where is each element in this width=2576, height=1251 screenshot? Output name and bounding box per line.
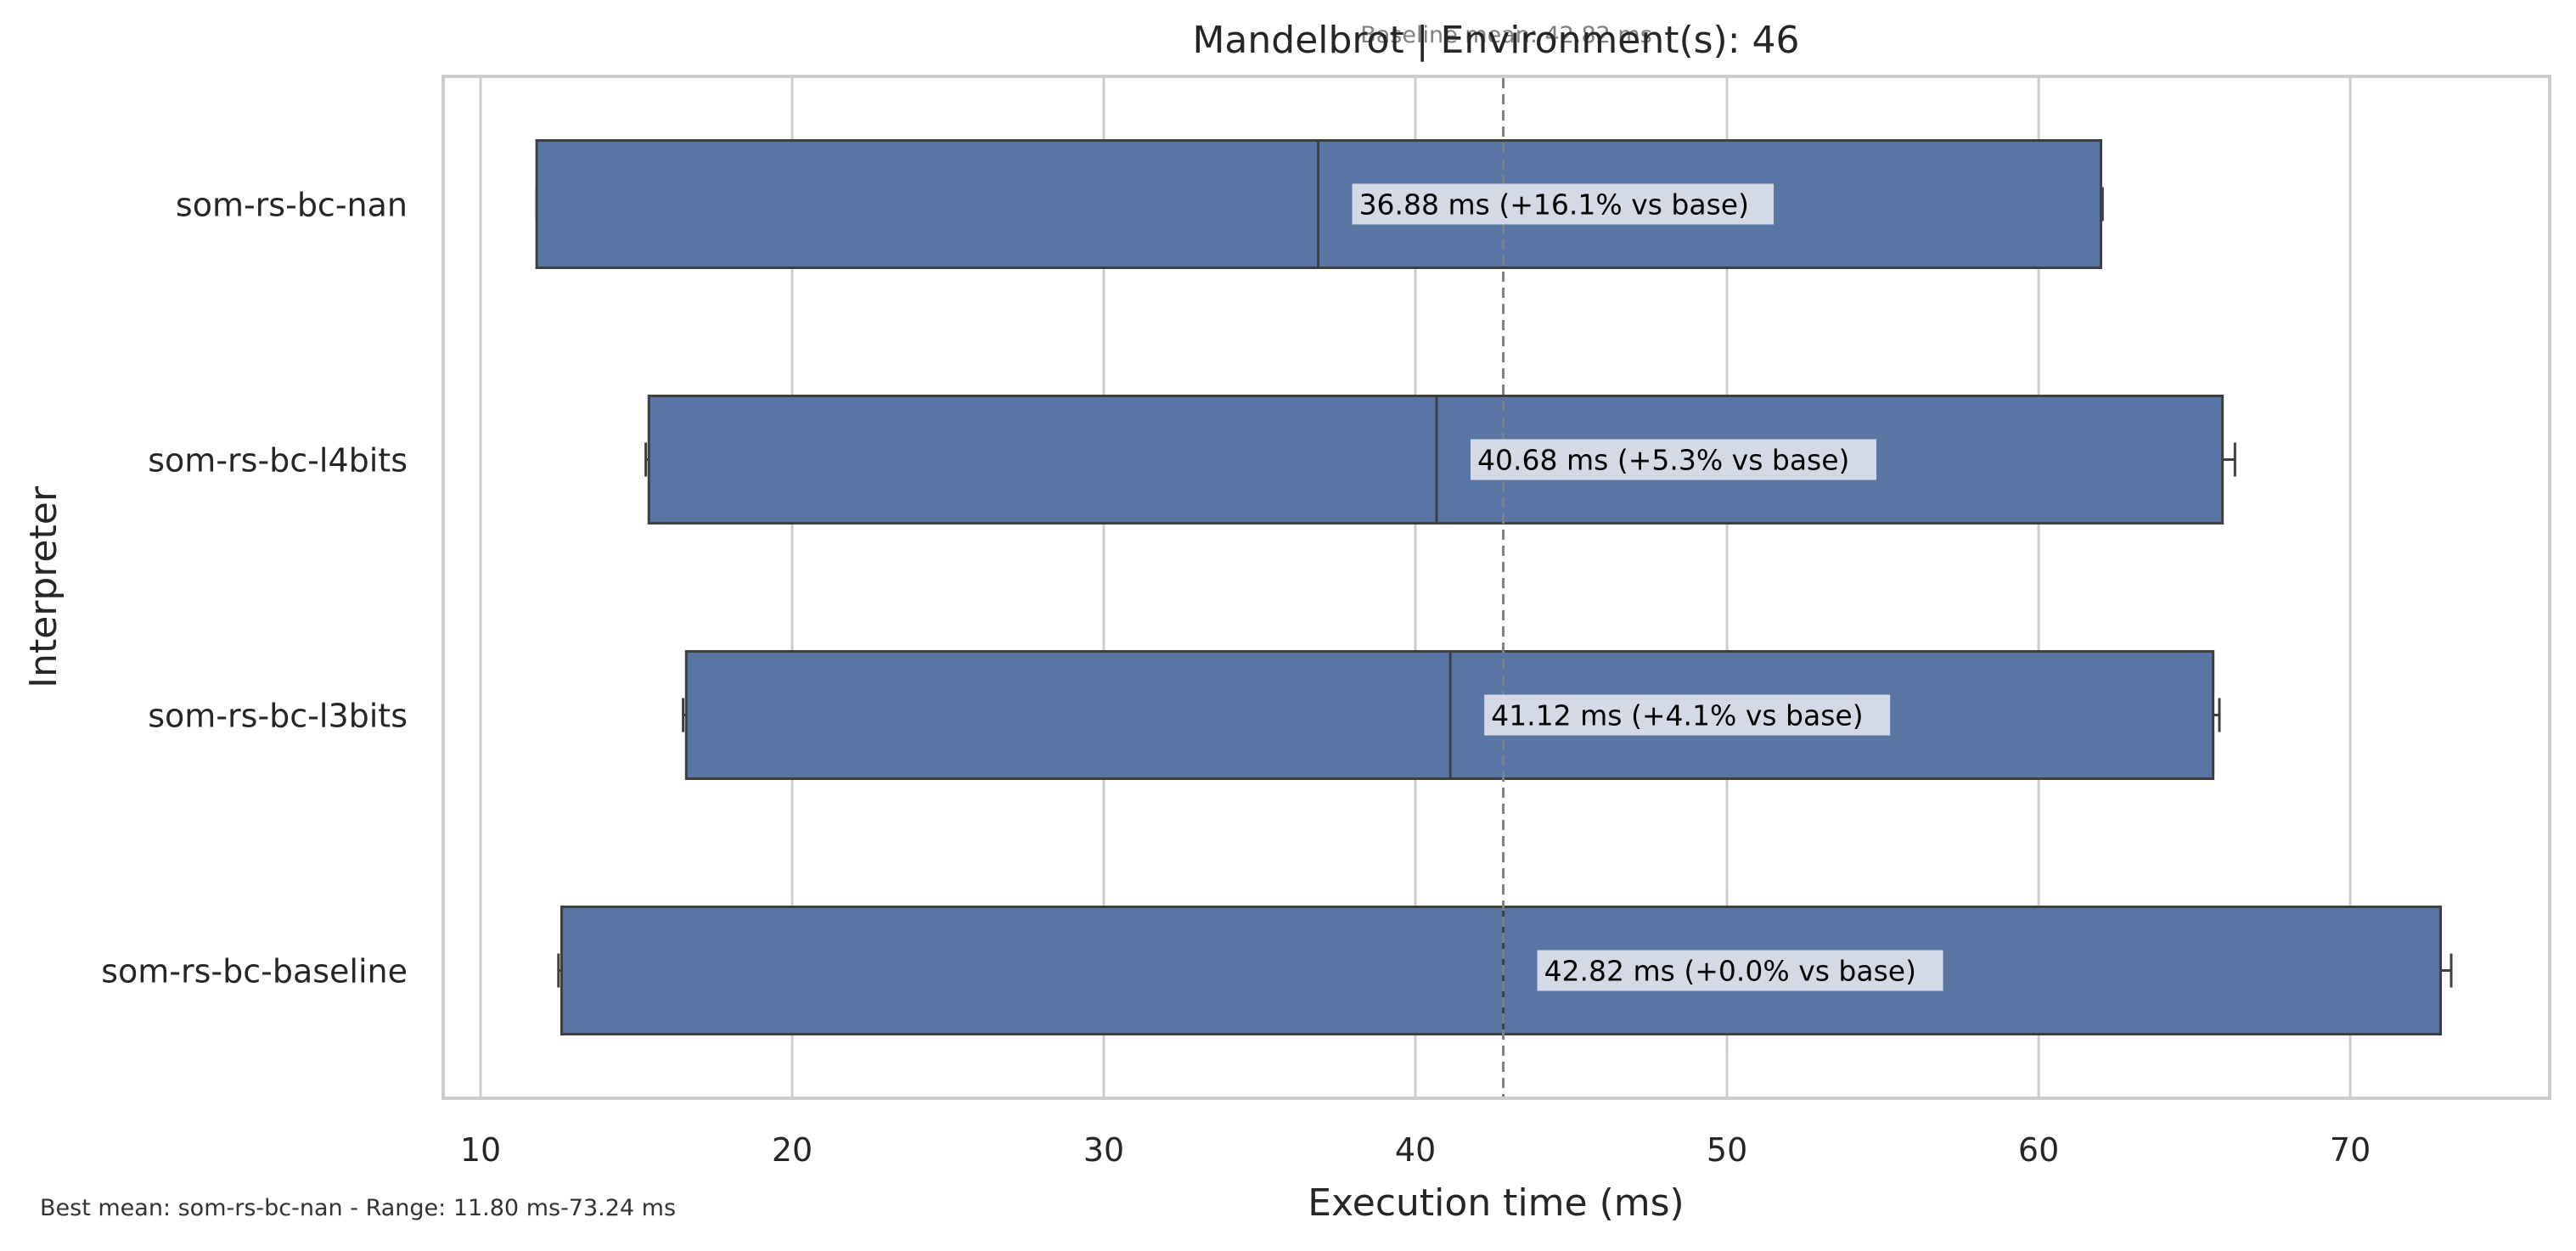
median-label-bg-som-rs-bc-l4bits	[1471, 439, 1877, 480]
median-label-som-rs-bc-baseline: 42.82 ms (+0.0% vs base)	[1537, 950, 1943, 991]
x-axis-label: Execution time (ms)	[1308, 1181, 1684, 1225]
x-tick-label-50: 50	[1707, 1131, 1747, 1169]
x-tick-label-60: 60	[2018, 1131, 2059, 1169]
median-label-text-som-rs-bc-baseline: 42.82 ms (+0.0% vs base)	[1544, 955, 1916, 988]
x-tick-label-70: 70	[2330, 1131, 2371, 1169]
median-label-bg-som-rs-bc-nan	[1352, 183, 1775, 225]
median-label-text-som-rs-bc-nan: 36.88 ms (+16.1% vs base)	[1359, 188, 1749, 222]
chart-title: Mandelbrot | Environment(s): 46	[1192, 19, 1799, 62]
median-label-text-som-rs-bc-l3bits: 41.12 ms (+4.1% vs base)	[1491, 699, 1863, 732]
x-tick-label-20: 20	[772, 1131, 813, 1169]
box-som-rs-bc-nan	[535, 139, 2104, 269]
x-tick-label-30: 30	[1083, 1131, 1124, 1169]
median-label-som-rs-bc-l4bits: 40.68 ms (+5.3% vs base)	[1471, 439, 1877, 480]
y-tick-label-som-rs-bc-l3bits: som-rs-bc-l3bits	[148, 698, 408, 735]
x-tick-label-10: 10	[460, 1131, 501, 1169]
x-tick-label-40: 40	[1395, 1131, 1436, 1169]
box-rect-som-rs-bc-baseline	[560, 906, 2443, 1035]
y-axis-label: Interpreter	[22, 485, 65, 688]
y-tick-label-som-rs-bc-l4bits: som-rs-bc-l4bits	[148, 442, 408, 480]
box-som-rs-bc-baseline	[557, 906, 2453, 1035]
x-axis-ticks: 10 20 30 40 50 60 70	[460, 1131, 2371, 1169]
y-axis-ticks: som-rs-bc-nan som-rs-bc-l4bits som-rs-bc-l…	[101, 187, 408, 990]
footer-summary: Best mean: som-rs-bc-nan - Range: 11.80 …	[40, 1195, 677, 1221]
box-series	[535, 139, 2453, 1035]
median-label-som-rs-bc-nan: 36.88 ms (+16.1% vs base)	[1352, 183, 1775, 225]
median-label-text-som-rs-bc-l4bits: 40.68 ms (+5.3% vs base)	[1477, 444, 1849, 477]
box-som-rs-bc-l4bits	[644, 395, 2236, 525]
median-label-som-rs-bc-l3bits: 41.12 ms (+4.1% vs base)	[1484, 694, 1891, 736]
y-tick-label-som-rs-bc-baseline: som-rs-bc-baseline	[101, 953, 408, 990]
box-som-rs-bc-l3bits	[682, 650, 2221, 780]
median-labels: 36.88 ms (+16.1% vs base) 40.68 ms (+5.3%…	[1352, 183, 1943, 991]
median-label-bg-som-rs-bc-baseline	[1537, 950, 1943, 991]
y-tick-label-som-rs-bc-nan: som-rs-bc-nan	[176, 187, 408, 224]
baseline-label: Baseline mean: 42.82 ms	[1360, 22, 1652, 48]
axes-frame	[442, 75, 2551, 1100]
median-label-bg-som-rs-bc-l3bits	[1484, 694, 1891, 736]
